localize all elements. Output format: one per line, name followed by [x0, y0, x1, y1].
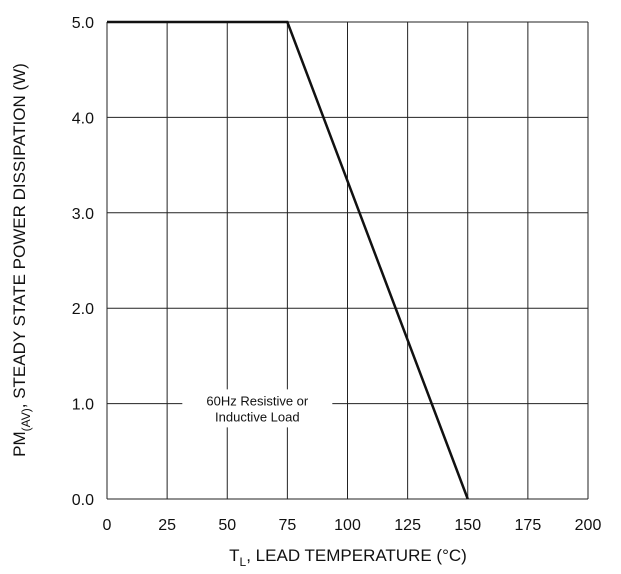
- x-tick-label-1: 25: [158, 517, 176, 534]
- annotation-line-1: 60Hz Resistive or: [206, 393, 309, 408]
- y-tick-label-5: 5.0: [72, 15, 94, 32]
- x-axis-title: TL, LEAD TEMPERATURE (°C): [229, 546, 467, 569]
- x-tick-label-0: 0: [103, 517, 112, 534]
- x-tick-label-4: 100: [334, 517, 361, 534]
- x-tick-label-3: 75: [278, 517, 296, 534]
- x-tick-label-5: 125: [394, 517, 421, 534]
- series-layer: [107, 20, 469, 500]
- y-tick-label-1: 1.0: [72, 397, 94, 414]
- y-tick-label-2: 2.0: [72, 301, 94, 318]
- x-tick-label-7: 175: [515, 517, 542, 534]
- y-axis-title-main: PM: [10, 431, 29, 457]
- derating-curve-0: [107, 20, 469, 500]
- y-tick-label-4: 4.0: [72, 110, 94, 127]
- x-tick-label-8: 200: [575, 517, 602, 534]
- y-tick-label-3: 3.0: [72, 206, 94, 223]
- x-axis-title-rest: , LEAD TEMPERATURE (°C): [246, 546, 467, 565]
- grid: [106, 21, 589, 500]
- x-axis-title-sub: L: [240, 555, 247, 569]
- annotation-background: [182, 389, 333, 428]
- x-tick-label-2: 50: [218, 517, 236, 534]
- y-axis-title-sub: (AV): [19, 408, 33, 431]
- x-axis-title-main: T: [229, 546, 239, 565]
- annotation-line-2: Inductive Load: [215, 409, 300, 424]
- y-tick-label-0: 0.0: [72, 492, 94, 509]
- y-axis-title-rest: , STEADY STATE POWER DISSIPATION (W): [10, 63, 29, 408]
- x-tick-label-6: 150: [454, 517, 481, 534]
- y-axis-title: PM(AV), STEADY STATE POWER DISSIPATION (…: [10, 63, 33, 457]
- tick-labels: 0 25 50 75 100 125 150 175 200 0.0 1.0 2.0 3.0 4.0 5.0: [72, 15, 602, 534]
